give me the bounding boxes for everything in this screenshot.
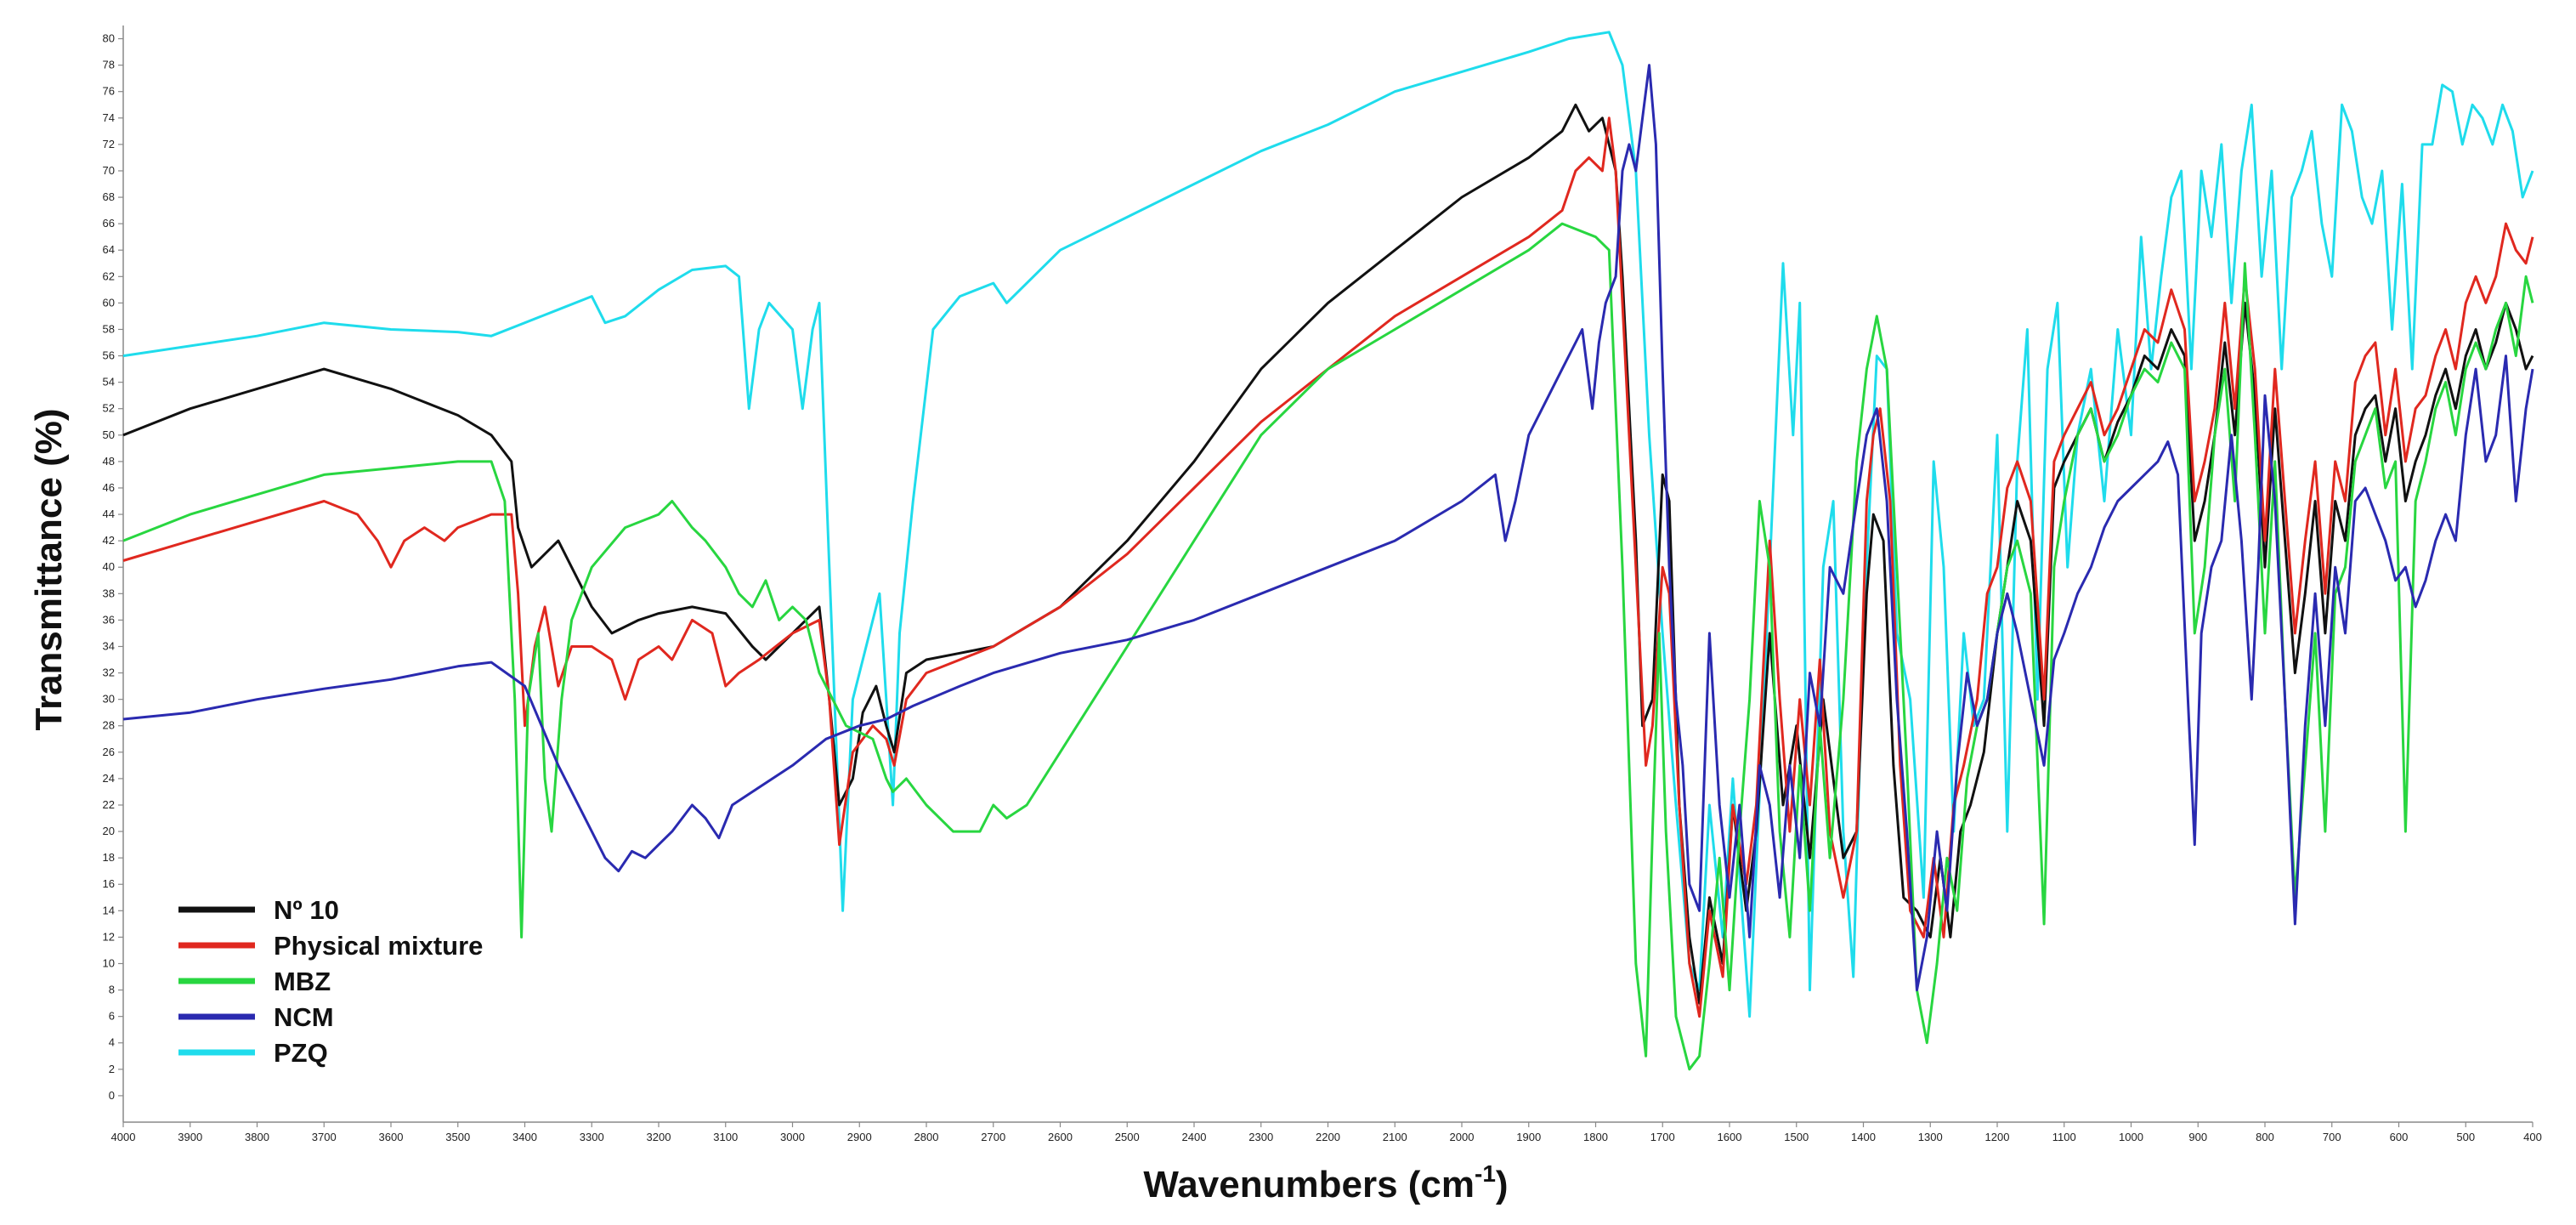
legend-label-mbz: MBZ	[274, 967, 331, 996]
y-tick-label: 12	[103, 930, 115, 943]
y-tick-label: 70	[103, 164, 115, 177]
y-tick-label: 40	[103, 560, 115, 573]
series-line-pzq	[122, 31, 2534, 1018]
x-tick-label: 3000	[780, 1131, 805, 1143]
x-tick-label: 1100	[2052, 1131, 2076, 1143]
y-tick-label: 74	[103, 111, 115, 124]
legend-label-n-10: Nº 10	[274, 895, 339, 925]
x-tick-label: 3400	[512, 1131, 537, 1143]
x-tick-label: 2500	[1115, 1131, 1140, 1143]
x-tick-label: 3700	[312, 1131, 337, 1143]
x-tick-label: 700	[2323, 1131, 2341, 1143]
legend: Nº 10 Physical mixture MBZ NCM PZQ	[178, 895, 483, 1068]
y-tick-label: 38	[103, 587, 115, 599]
y-tick-label: 24	[103, 772, 115, 785]
y-tick-label: 10	[103, 956, 115, 969]
y-tick-label: 48	[103, 455, 115, 468]
y-tick-label: 66	[103, 217, 115, 230]
x-tick-label: 3900	[178, 1131, 202, 1143]
x-tick-label: 500	[2456, 1131, 2475, 1143]
legend-label-ncm: NCM	[274, 1002, 334, 1032]
legend-label-pzq: PZQ	[274, 1038, 328, 1068]
y-tick-label: 44	[103, 508, 115, 520]
x-tick-label: 1400	[1851, 1131, 1876, 1143]
y-tick-label: 42	[103, 534, 115, 547]
y-tick-label: 64	[103, 243, 115, 256]
x-tick-label: 3500	[445, 1131, 470, 1143]
y-tick-label: 60	[103, 296, 115, 309]
y-tick-label: 18	[103, 851, 115, 864]
x-tick-label: 1500	[1784, 1131, 1809, 1143]
x-tick-label: 1900	[1516, 1131, 1541, 1143]
x-tick-label: 3600	[379, 1131, 404, 1143]
y-tick-label: 28	[103, 719, 115, 732]
x-tick-label: 2800	[914, 1131, 939, 1143]
y-tick-label: 30	[103, 693, 115, 706]
x-axis-title: Wavenumbers (cm-1)	[1143, 1160, 1508, 1205]
x-tick-label: 2400	[1182, 1131, 1207, 1143]
y-tick-label: 8	[109, 984, 115, 996]
x-tick-label: 1600	[1718, 1131, 1742, 1143]
y-tick-label: 68	[103, 190, 115, 203]
x-tick-label: 2900	[847, 1131, 872, 1143]
y-tick-label: 14	[103, 904, 115, 916]
series-layer	[122, 31, 2534, 1071]
y-tick-label: 76	[103, 85, 115, 98]
x-axis-title-main: Wavenumbers (cm	[1143, 1164, 1475, 1205]
x-axis-ticks: 4000 3900 3800 3700 3600 3500 3400 3300 3200 3100…	[111, 1122, 2542, 1143]
y-tick-label: 58	[103, 322, 115, 335]
y-tick-label: 72	[103, 138, 115, 150]
y-tick-label: 2	[109, 1063, 115, 1075]
x-tick-label: 1800	[1583, 1131, 1608, 1143]
y-tick-label: 16	[103, 877, 115, 890]
y-axis-ticks: 0246810121416182022242628303234363840424…	[103, 32, 123, 1102]
x-tick-label: 1700	[1650, 1131, 1675, 1143]
series-line-n-10	[122, 103, 2534, 1005]
y-tick-label: 56	[103, 349, 115, 362]
y-tick-label: 52	[103, 402, 115, 415]
x-axis-title-close: )	[1496, 1164, 1509, 1205]
x-tick-label: 2300	[1248, 1131, 1273, 1143]
x-tick-label: 3300	[580, 1131, 604, 1143]
y-tick-label: 20	[103, 825, 115, 837]
y-tick-label: 26	[103, 746, 115, 758]
y-tick-label: 62	[103, 269, 115, 282]
x-tick-label: 1300	[1918, 1131, 1943, 1143]
x-tick-label: 2600	[1048, 1131, 1073, 1143]
x-tick-label: 2200	[1316, 1131, 1340, 1143]
x-tick-label: 400	[2523, 1131, 2542, 1143]
y-axis-title: Transmittance (%)	[28, 409, 70, 731]
y-tick-label: 80	[103, 32, 115, 45]
x-tick-label: 1200	[1985, 1131, 2010, 1143]
x-tick-label: 900	[2188, 1131, 2207, 1143]
x-tick-label: 3100	[713, 1131, 738, 1143]
x-tick-label: 4000	[111, 1131, 136, 1143]
series-line-ncm	[122, 64, 2534, 992]
y-tick-label: 0	[109, 1089, 115, 1102]
x-tick-label: 600	[2390, 1131, 2409, 1143]
y-tick-label: 50	[103, 428, 115, 441]
y-tick-label: 22	[103, 798, 115, 811]
y-tick-label: 6	[109, 1010, 115, 1023]
x-tick-label: 2000	[1450, 1131, 1475, 1143]
x-tick-label: 3800	[245, 1131, 269, 1143]
x-tick-label: 3200	[647, 1131, 671, 1143]
y-tick-label: 78	[103, 59, 115, 71]
x-axis-title-superscript: -1	[1475, 1160, 1496, 1187]
y-tick-label: 4	[109, 1036, 115, 1049]
series-line-physical-mixture	[122, 116, 2534, 1018]
y-tick-label: 46	[103, 481, 115, 494]
x-tick-label: 2100	[1383, 1131, 1407, 1143]
y-tick-label: 36	[103, 613, 115, 626]
x-tick-label: 800	[2256, 1131, 2274, 1143]
legend-label-physical-mixture: Physical mixture	[274, 931, 483, 961]
plot-area: 0246810121416182022242628303234363840424…	[103, 26, 2542, 1143]
y-tick-label: 54	[103, 376, 115, 388]
x-tick-label: 1000	[2119, 1131, 2143, 1143]
x-tick-label: 2700	[981, 1131, 1005, 1143]
y-tick-label: 32	[103, 666, 115, 679]
series-line-mbz	[122, 222, 2534, 1071]
y-tick-label: 34	[103, 639, 115, 652]
